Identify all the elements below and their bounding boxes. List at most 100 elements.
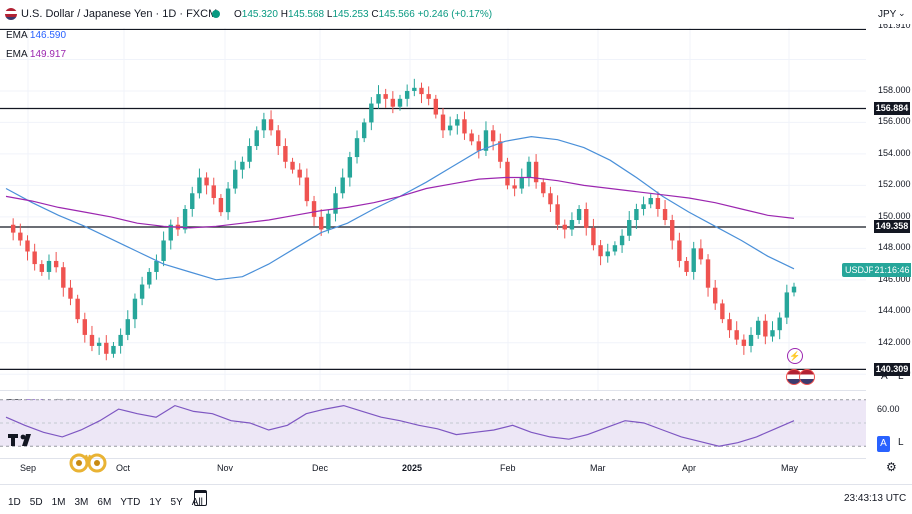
price-tick-label: 156.000: [878, 116, 911, 126]
timeframe-button-5d[interactable]: 5D: [29, 497, 43, 508]
candle-body: [784, 292, 790, 318]
candle-body: [104, 342, 109, 354]
candle-body: [770, 330, 775, 337]
timeframe-button-1y[interactable]: 1Y: [149, 497, 162, 508]
time-label: Feb: [500, 463, 516, 473]
candle-body: [333, 193, 338, 214]
price-tick-label-clipped: 161.910: [878, 24, 911, 29]
candle-body: [369, 103, 374, 123]
timeframe-button-5y[interactable]: 5Y: [170, 497, 183, 508]
candle-body: [111, 345, 116, 354]
candle-body: [383, 94, 388, 99]
ema-fast-legend[interactable]: EMA 146.590: [6, 30, 67, 41]
candle-body: [755, 320, 761, 335]
rsi-log-button[interactable]: L: [898, 437, 904, 448]
bottom-toolbar: 1D 5D 1M 3M 6M YTD 1Y 5Y All 23:43:13 UTC: [0, 484, 912, 514]
market-status-icon: [212, 10, 220, 18]
candle-body: [254, 130, 259, 147]
candle-body: [247, 146, 252, 162]
candle-body: [32, 251, 37, 265]
auto-scale-button[interactable]: A: [881, 371, 888, 382]
owl-logo-watermark: [69, 453, 107, 473]
candle-body: [82, 319, 87, 335]
candle-body: [791, 286, 797, 293]
utc-clock[interactable]: 23:43:13 UTC: [844, 493, 907, 504]
price-tick-label: 144.000: [878, 305, 911, 315]
timeframe-button-1m[interactable]: 1M: [51, 497, 66, 508]
level-price-label: 149.358: [874, 220, 910, 233]
candle-body: [698, 248, 704, 260]
candle-body: [734, 330, 739, 340]
candle-body: [182, 209, 188, 230]
candle-body: [204, 177, 209, 186]
symbol-title[interactable]: U.S. Dollar / Japanese Yen · 1D · FXCM: [21, 8, 218, 20]
price-tick-label: 148.000: [878, 242, 911, 252]
candle-body: [713, 287, 718, 304]
candle-body: [61, 267, 66, 288]
calendar-range-icon[interactable]: [194, 490, 207, 506]
candle-body: [662, 209, 668, 221]
candle-body: [261, 119, 267, 131]
candle-body: [218, 197, 224, 213]
candle-body: [154, 260, 159, 272]
candle-body: [619, 235, 625, 246]
economic-event-flag-icon-2[interactable]: [799, 369, 815, 385]
rsi-pane[interactable]: [0, 390, 866, 456]
candle-body: [68, 287, 73, 299]
candle-body: [290, 161, 295, 170]
candle-body: [361, 122, 367, 139]
candle-body: [340, 177, 345, 194]
candle-body: [225, 188, 231, 213]
currency-button[interactable]: JPY: [878, 9, 897, 20]
timeframe-button-3m[interactable]: 3M: [74, 497, 89, 508]
candle-body: [763, 320, 768, 337]
log-scale-button[interactable]: L: [898, 371, 904, 382]
timeframe-button-all[interactable]: All: [191, 497, 203, 508]
candle-body: [670, 220, 675, 241]
price-chart[interactable]: [0, 28, 866, 390]
ema-slow-legend[interactable]: EMA 149.917: [6, 49, 67, 60]
candle-body: [404, 90, 410, 99]
candle-body: [390, 98, 396, 107]
candle-body: [584, 209, 589, 228]
candle-body: [276, 130, 281, 147]
chevron-down-icon[interactable]: ⌄: [898, 8, 906, 18]
price-axis-panel[interactable]: JPY ⌄: [866, 0, 912, 513]
candle-body: [89, 334, 95, 346]
candle-body: [190, 193, 195, 209]
timeframe-button-ytd[interactable]: YTD: [120, 497, 141, 508]
candle-body: [419, 87, 424, 95]
flash-event-icon[interactable]: ⚡: [787, 348, 803, 364]
time-label: Oct: [116, 463, 131, 473]
candle-body: [591, 227, 596, 246]
candle-body: [455, 119, 460, 126]
candle-body: [648, 197, 653, 205]
candle-body: [483, 130, 489, 151]
rsi-auto-button[interactable]: A: [877, 436, 890, 452]
time-label: Nov: [217, 463, 234, 473]
candle-body: [605, 251, 610, 257]
candle-body: [426, 94, 431, 99]
price-tick-label: 150.000: [878, 211, 911, 221]
rsi-line: [5, 404, 795, 447]
candle-body: [476, 141, 481, 151]
price-change: +0.246 (+0.17%): [417, 9, 493, 20]
candle-body: [519, 177, 524, 189]
time-axis[interactable]: Sep Oct Nov Dec 2025 Feb Mar Apr May: [0, 458, 866, 475]
price-tick-label: 152.000: [878, 179, 911, 189]
timeframe-button-1d[interactable]: 1D: [8, 497, 21, 508]
price-tick-label: 142.000: [878, 337, 911, 347]
candle-body: [25, 240, 30, 252]
candle-body: [677, 240, 682, 261]
timeframe-button-6m[interactable]: 6M: [97, 497, 112, 508]
candle-body: [118, 334, 123, 346]
candle-body: [512, 185, 517, 189]
tradingview-logo: [8, 434, 31, 446]
settings-gear-icon[interactable]: ⚙: [886, 460, 897, 474]
candle-body: [612, 245, 618, 252]
candle-body: [498, 141, 503, 162]
candle-body: [211, 185, 216, 198]
candle-body: [46, 260, 52, 272]
candle-body: [354, 138, 360, 158]
candle-body: [161, 240, 166, 261]
